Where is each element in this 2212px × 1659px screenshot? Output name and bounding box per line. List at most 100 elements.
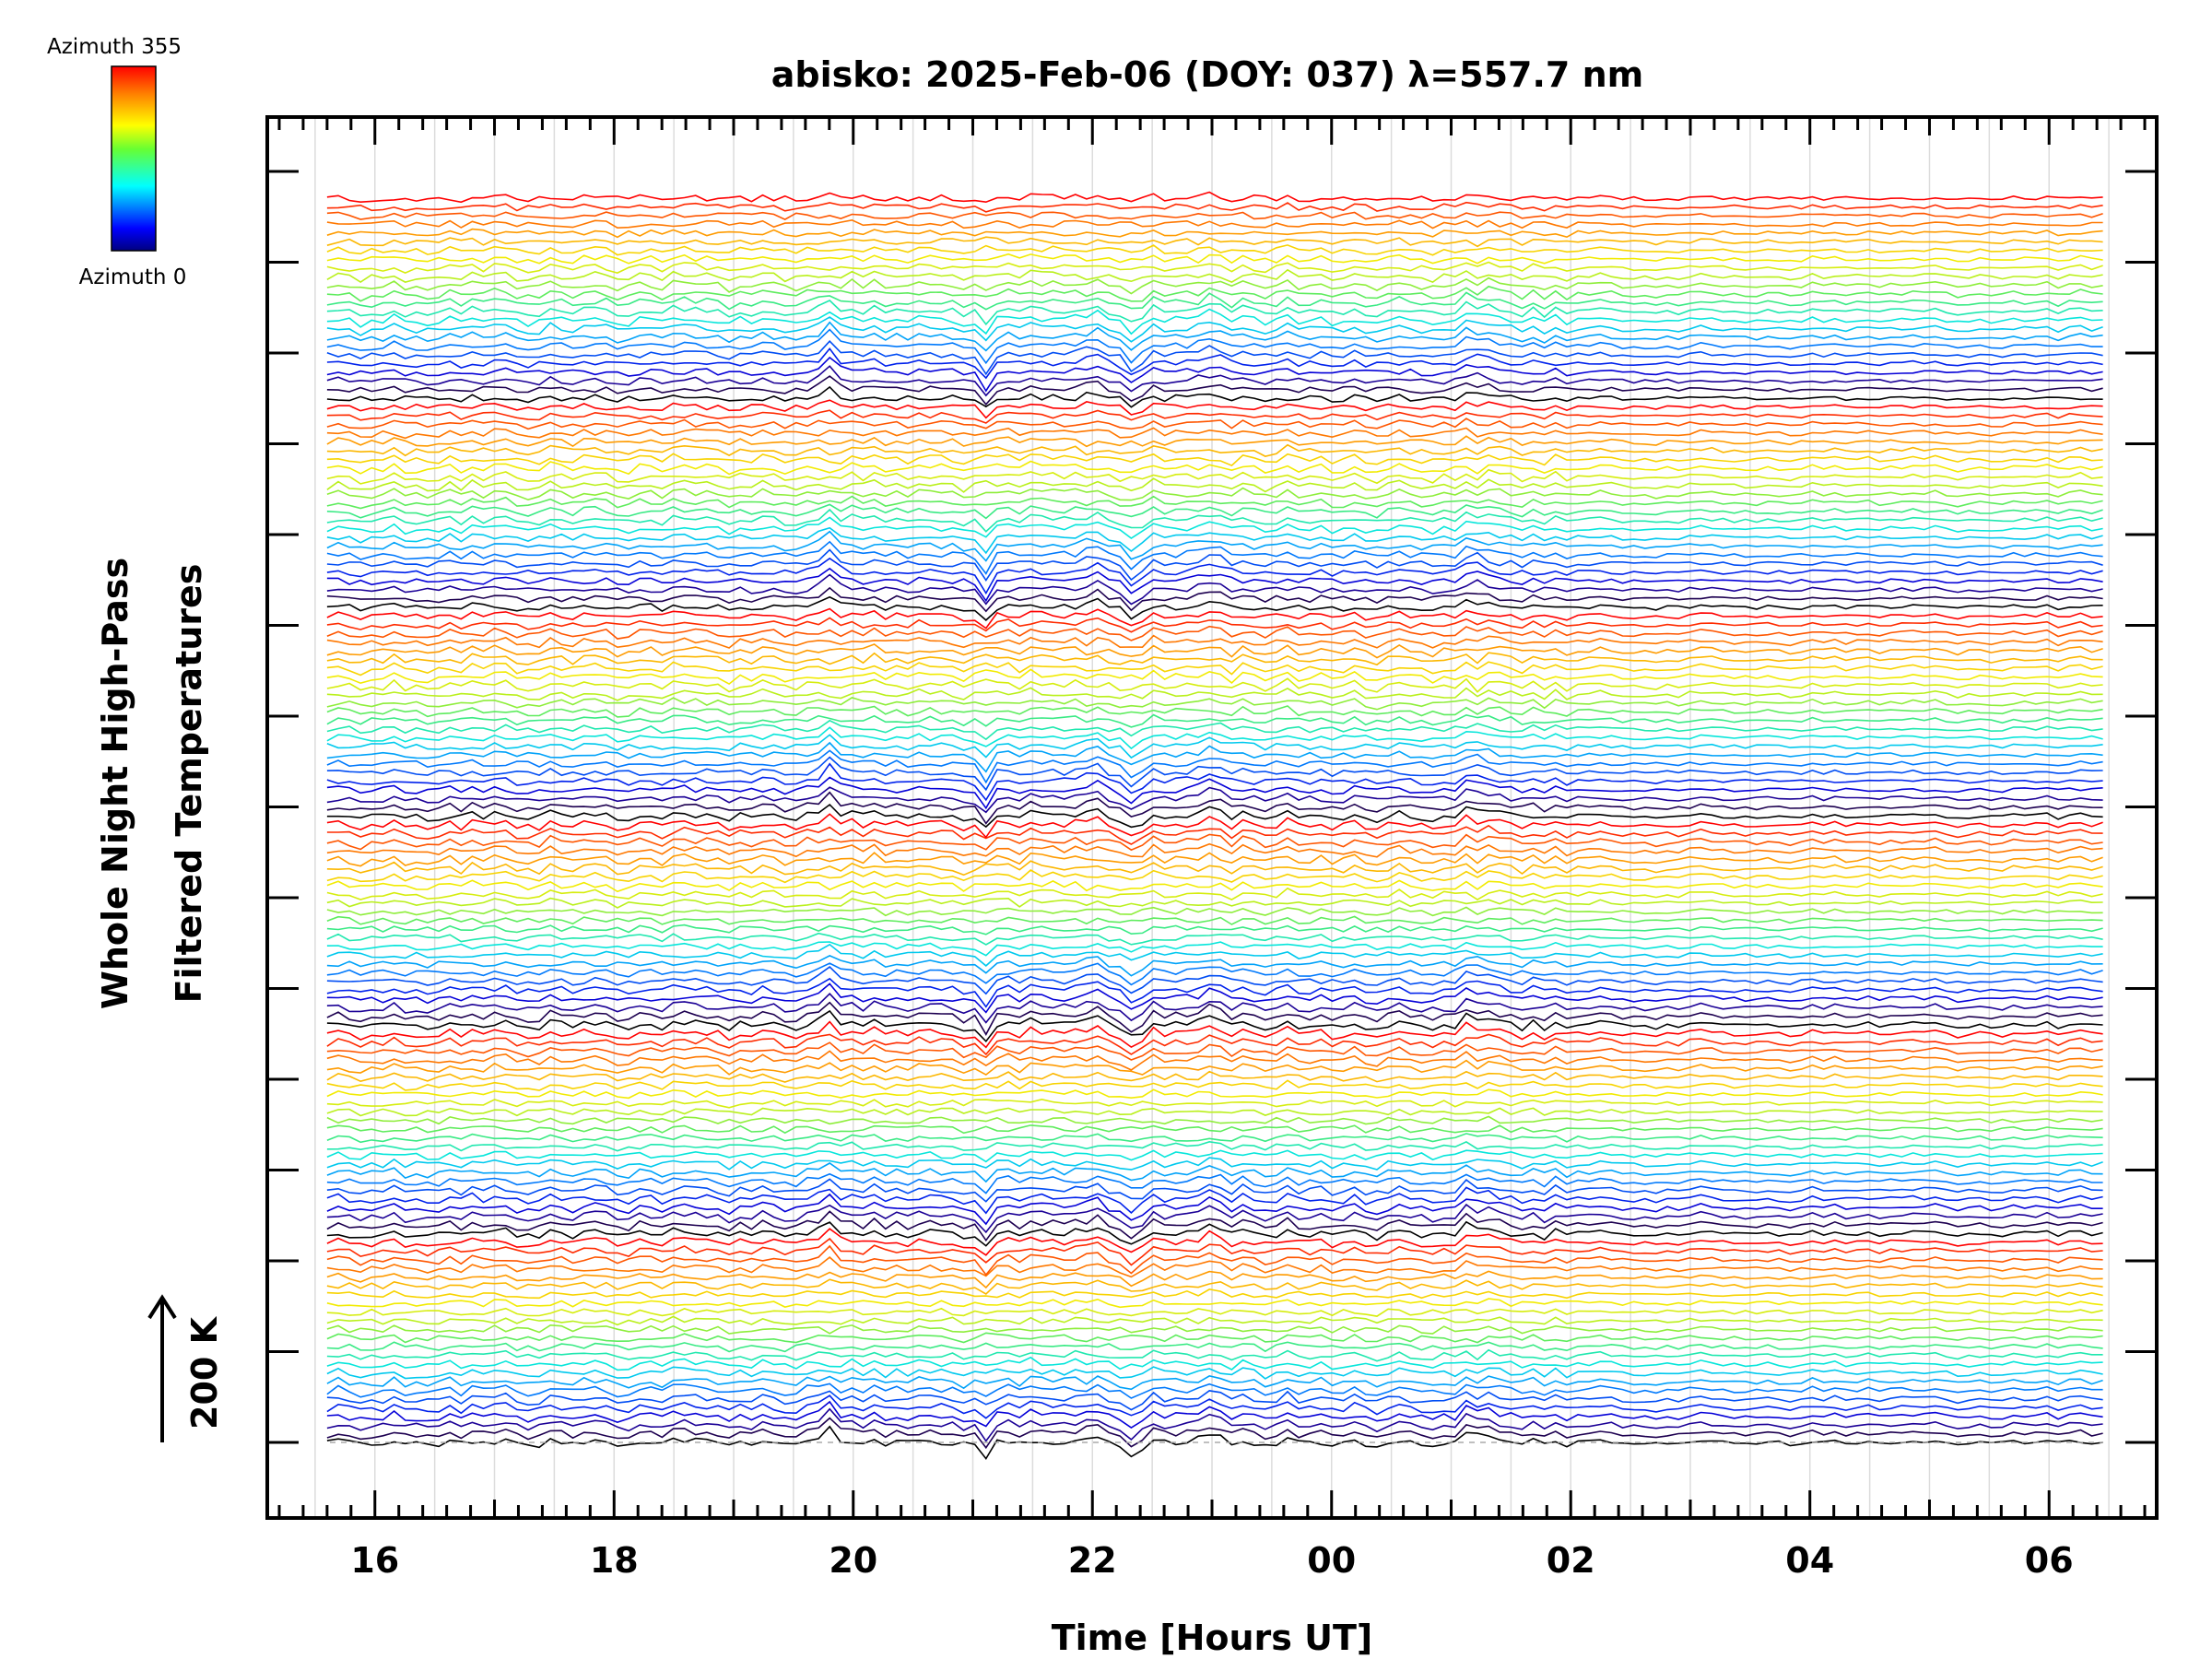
series-line [326,1041,2103,1061]
series-line [326,833,2103,852]
series-line [326,244,2103,256]
series-line [326,487,2103,501]
series-line [326,791,2103,825]
series-line [326,1307,2103,1317]
scale-indicator: 200 K [147,1294,225,1442]
plot-frame [265,115,2159,1520]
series-line [326,1324,2103,1335]
series-line [326,435,2103,448]
series-line [326,1356,2103,1371]
series-line [326,460,2103,476]
series-line [326,1210,2103,1242]
series-line [326,726,2103,750]
colorbar-top-label: Azimuth 355 [47,35,182,59]
series-line [326,548,2103,582]
x-tick-label: 16 [350,1540,399,1581]
series-line [326,1172,2103,1194]
series-line [326,897,2103,909]
series-line [326,1348,2103,1362]
series-line [326,879,2103,893]
series-line [326,503,2103,520]
series-line [326,906,2103,917]
series-line [326,1366,2103,1380]
series-line [326,1237,2103,1266]
series-line [326,842,2103,858]
series-line [326,982,2103,1014]
series-line [326,236,2103,248]
series-line [326,1070,2103,1083]
series-line [326,966,2103,995]
series-line [326,803,2103,829]
series-line [326,869,2103,884]
series-line [326,1088,2103,1100]
series-line [326,697,2103,711]
series-line [326,477,2103,493]
series-line [326,385,2103,408]
x-axis-label: Time [Hours UT] [1052,1618,1373,1658]
series-line [326,365,2103,397]
series-line [326,617,2103,633]
series-line [326,962,2103,986]
y-axis-label-line2: Filtered Temperatures [169,564,209,1004]
series-line [326,1425,2103,1461]
series-line [326,1162,2103,1183]
series-line [326,932,2103,946]
series-line [326,1407,2103,1442]
series-line [326,1228,2103,1256]
series-group [326,191,2103,1461]
series-line [326,300,2103,326]
series-line [326,285,2103,302]
x-tick-label: 22 [1068,1540,1117,1581]
series-line [326,1107,2103,1117]
series-line [326,356,2103,393]
series-line [326,443,2103,457]
series-line [326,191,2103,204]
series-line [326,595,2103,621]
x-tick-labels: 16 18 20 22 00 02 04 06 [350,1540,2073,1581]
series-line [326,418,2103,430]
series-line [326,1178,2103,1203]
series-line [326,340,2103,376]
series-line [326,943,2103,967]
series-line [326,677,2103,693]
series-line [326,924,2103,935]
series-line [326,1244,2103,1277]
series-line [326,1033,2103,1056]
series-line [326,1020,2103,1049]
scale-label: 200 K [184,1315,225,1430]
series-line [326,1009,2103,1043]
series-line [326,316,2103,343]
series-line [326,941,2103,957]
series-line [326,427,2103,440]
series-line [326,734,2103,759]
series-line [326,1115,2103,1125]
series-line [326,713,2103,728]
series-line [326,468,2103,485]
series-line [326,1140,2103,1152]
series-line [326,1315,2103,1326]
series-line [326,1059,2103,1077]
x-tick-label: 06 [2025,1540,2074,1581]
series-line [326,211,2103,220]
series-line [326,291,2103,311]
series-line [326,625,2103,641]
x-tick-label: 00 [1307,1540,1356,1581]
series-line [326,1149,2103,1163]
x-tick-label: 02 [1547,1540,1595,1581]
series-line [326,495,2103,510]
series-line [326,276,2103,295]
chart-title: abisko: 2025-Feb-06 (DOY: 037) λ=557.7 n… [771,54,1643,95]
series-line [326,705,2103,718]
series-line [326,328,2103,365]
series-line [326,1390,2103,1411]
series-line [326,1400,2103,1429]
series-line [326,661,2103,677]
series-line [326,409,2103,424]
series-line [326,1417,2103,1450]
series-line [326,508,2103,533]
series-line [326,268,2103,284]
series-line [326,756,2103,792]
series-line [326,530,2103,562]
series-line [326,719,2103,741]
